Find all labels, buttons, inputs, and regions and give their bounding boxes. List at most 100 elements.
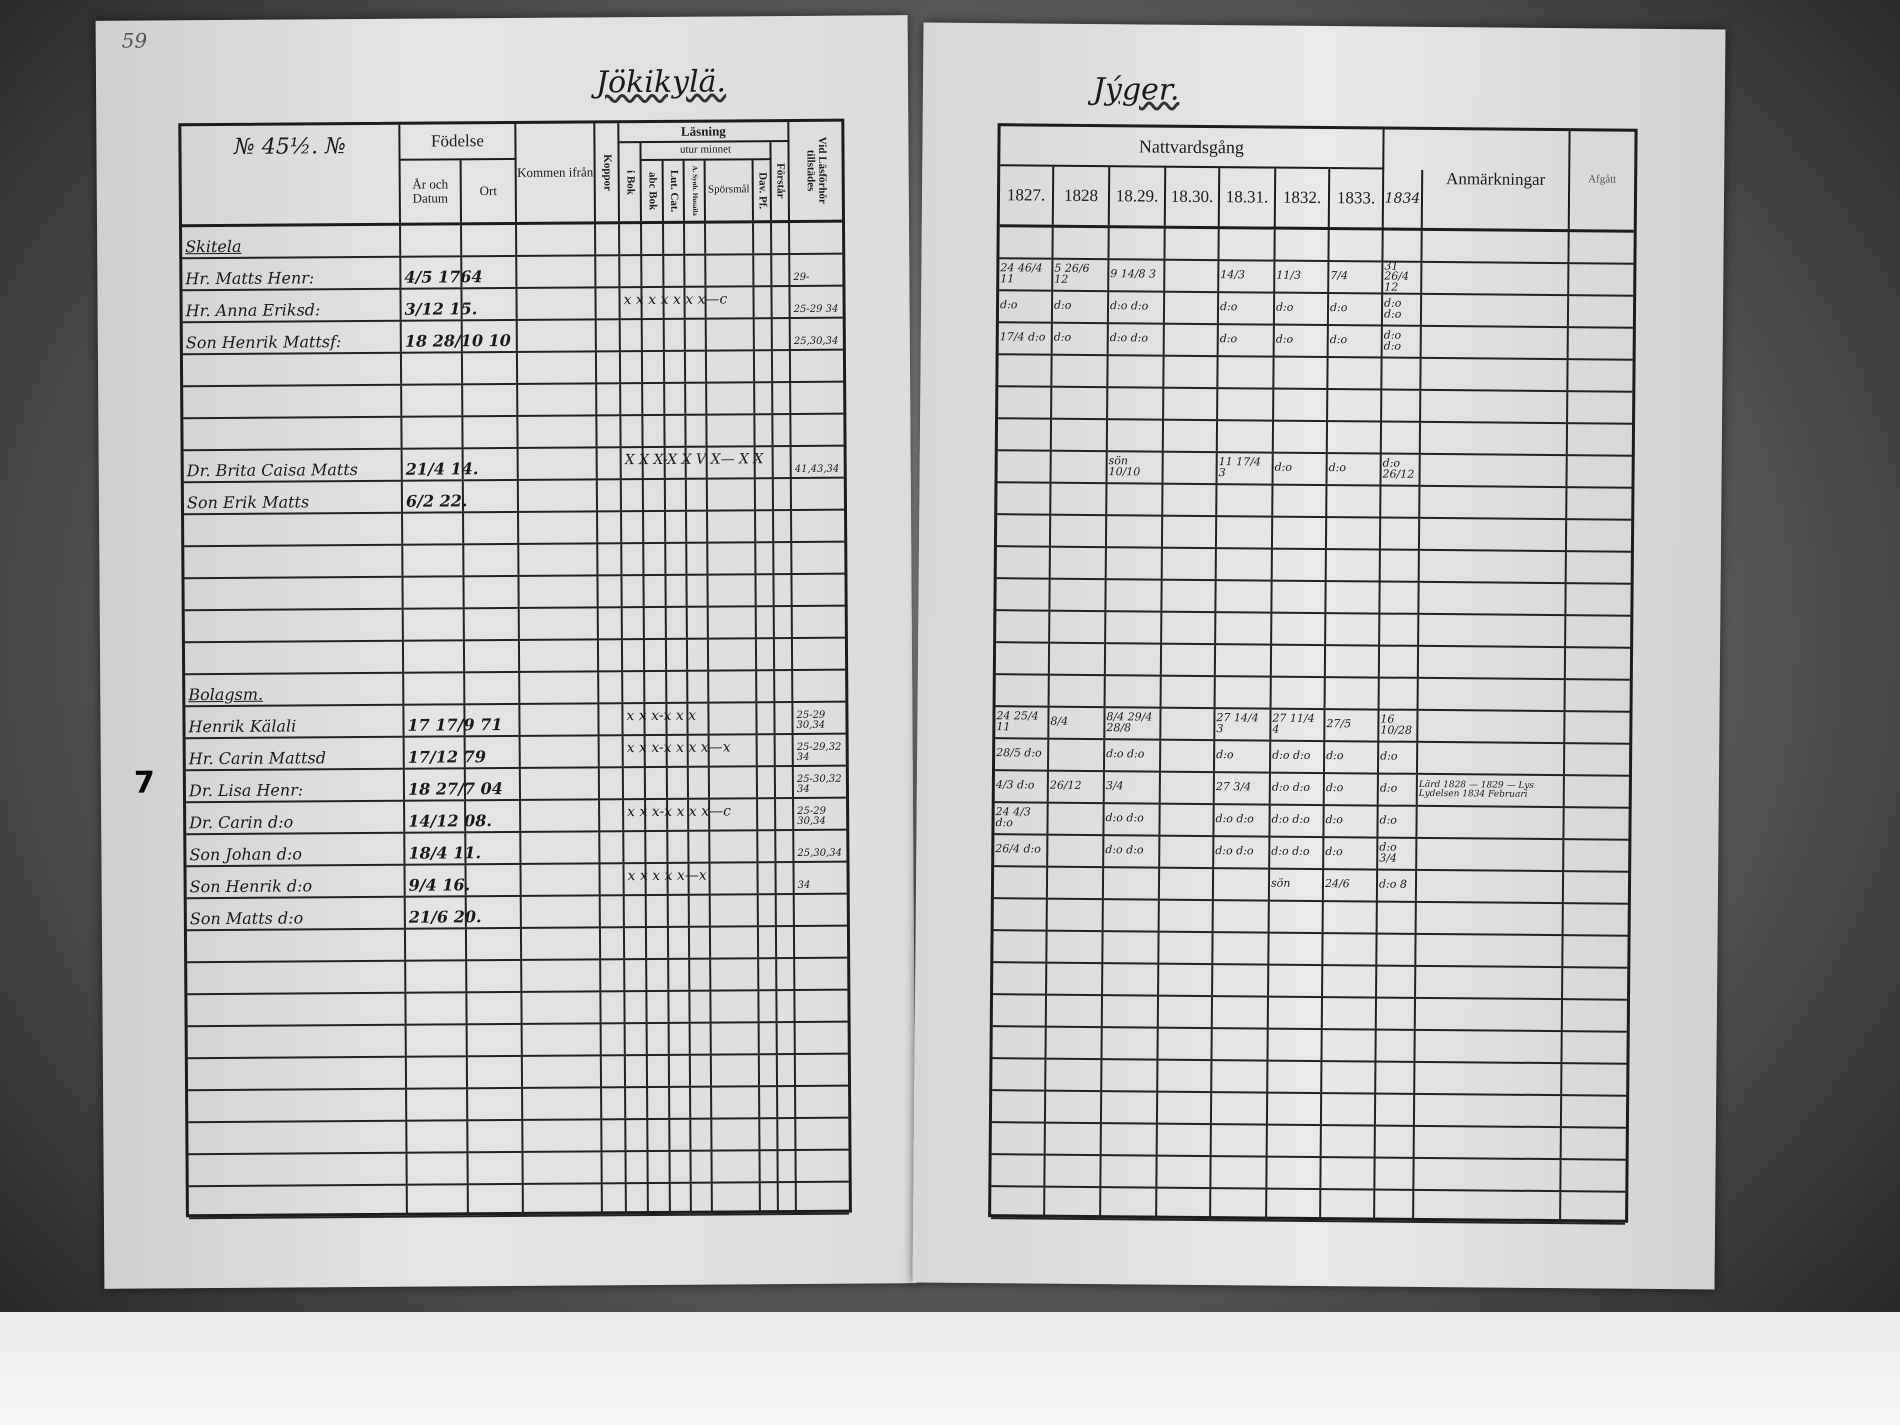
communion-date-cell [1380, 518, 1421, 549]
name-cell [184, 545, 404, 578]
remarks-cell: Lärd 1828 — 1829 — Lys Lydelsen 1834 Feb… [1417, 774, 1565, 807]
communion-date-cell: 26/12 [1048, 771, 1105, 803]
communion-date-cell [996, 579, 1051, 610]
sporsmal-cell [712, 1119, 761, 1150]
page-number: 59 [121, 28, 148, 53]
forstar-cell [778, 1150, 797, 1182]
register-row: Dr. Brita Caisa Matts 21/4 14. 41,43,34 X X… [183, 446, 844, 484]
sporsmal-cell [709, 767, 759, 798]
communion-date-cell [1047, 867, 1105, 899]
a-synb-cell [690, 959, 712, 990]
sporsmal-cell [706, 255, 755, 286]
communion-date-cell [1160, 772, 1215, 804]
birth-place-cell [467, 960, 523, 992]
sporsmal-cell [712, 1183, 761, 1214]
a-synb-header: A. Synb. Husaila [684, 160, 706, 221]
lut-cat-cell [664, 319, 686, 350]
margin-mark: 7 [133, 765, 155, 801]
dav-pf-cell [757, 703, 776, 734]
forstar-cell [777, 990, 796, 1022]
sporsmal-cell [706, 319, 755, 350]
abc-bok-cell [645, 767, 669, 799]
departed-cell [1564, 808, 1628, 839]
name-cell [187, 961, 407, 994]
sporsmal-cell [710, 895, 759, 926]
communion-date-cell: d:o [1273, 453, 1328, 485]
communion-date-cell [1215, 645, 1273, 676]
sporsmal-cell [710, 831, 759, 862]
household-register-table: № 45½. № Födelse År och Datum Ort Kommen ifr… [134, 118, 852, 1220]
i-bok-cell [620, 352, 644, 383]
communion-date-cell [1052, 355, 1109, 387]
communion-date-cell [1050, 579, 1107, 611]
origin-cell [517, 288, 597, 319]
lut-cat-cell [669, 1023, 691, 1054]
communion-date-cell: 28/5 d:o [995, 739, 1050, 770]
communion-date-cell: 24 46/4 11 [999, 259, 1054, 290]
communion-date-cell [1053, 227, 1110, 259]
dav-pf-cell [759, 1055, 779, 1086]
forhor-cell: 25-29 30,34 [797, 805, 826, 827]
birth-place-cell [468, 1184, 524, 1216]
communion-date-cell: d:o [1274, 325, 1329, 357]
remarks-cell [1419, 582, 1567, 615]
forstar-cell [774, 542, 793, 574]
origin-cell [523, 1184, 603, 1215]
communion-date-cell [1269, 933, 1324, 965]
departed-cell [1561, 1192, 1625, 1223]
a-synb-cell [686, 383, 708, 414]
i-bok-cell [620, 256, 643, 287]
a-synb-cell [685, 351, 708, 382]
communion-date-cell: 11 17/4 3 [1217, 453, 1274, 484]
departed-cell [1564, 872, 1628, 903]
communion-date-cell: 8/4 [1049, 707, 1106, 739]
communion-date-cell: sön [1269, 869, 1325, 901]
communion-date-cell [1045, 1155, 1102, 1187]
origin-cell [517, 352, 598, 383]
a-synb-cell [687, 639, 710, 670]
lut-cat-cell [670, 1151, 692, 1182]
communion-date-cell: 26/4 d:o [994, 835, 1049, 866]
register-row: Son Johan d:o 18/4 11. 25,30,34 [186, 830, 847, 868]
koppor-cell [598, 544, 623, 575]
birth-date-cell: 18 27/7 04 [404, 769, 503, 800]
forhor-cell: 41,43,34 [794, 463, 840, 475]
communion-date-cell [1159, 932, 1214, 964]
name-cell [182, 353, 403, 386]
i-bok-cell [622, 640, 646, 671]
lut-cat-cell [668, 895, 690, 926]
birth-place-cell [466, 832, 522, 864]
birth-date-cell [401, 225, 463, 256]
remarks-cell [1417, 806, 1565, 839]
remarks-cell [1415, 1030, 1563, 1063]
left-page: 59 Jökikylä. № 45½. № Födelse År och Datum… [95, 15, 917, 1289]
year-header-1834: 1834 [1383, 169, 1424, 228]
name-cell [184, 641, 405, 674]
forhor-cell [797, 1183, 849, 1213]
communion-date-cell: d:o d:o [1270, 741, 1326, 773]
communion-date-cell: 31 26/4 12 [1383, 259, 1423, 293]
koppor-cell [596, 256, 621, 287]
communion-date-cell: d:o [998, 291, 1054, 322]
birth-date-cell: 6/2 22. [402, 481, 468, 512]
empty-row [183, 382, 844, 420]
forhor-cell [792, 575, 844, 605]
remarks-cell [1422, 262, 1570, 295]
birth-date-cell [406, 1025, 468, 1056]
remarks-cell [1419, 614, 1567, 647]
right-page: Jýger. Nattvardsgång 1827. 1828 18.29. 18.30… [912, 22, 1726, 1290]
empty-row [186, 926, 848, 964]
communion-date-cell: d:o [1052, 291, 1110, 323]
sporsmal-cell [711, 991, 760, 1022]
origin-cell [518, 384, 598, 415]
communion-date-cell [1383, 230, 1423, 261]
forstar-cell [776, 894, 795, 926]
birth-date-cell [402, 385, 464, 416]
remarks-cell [1417, 742, 1566, 775]
name-cell: Son Henrik Mattsf: [182, 321, 402, 354]
a-synb-cell [686, 479, 709, 510]
communion-date-cell [1329, 230, 1384, 261]
name-cell [188, 1185, 408, 1218]
empty-row [184, 574, 845, 612]
communion-date-cell [1216, 613, 1273, 644]
